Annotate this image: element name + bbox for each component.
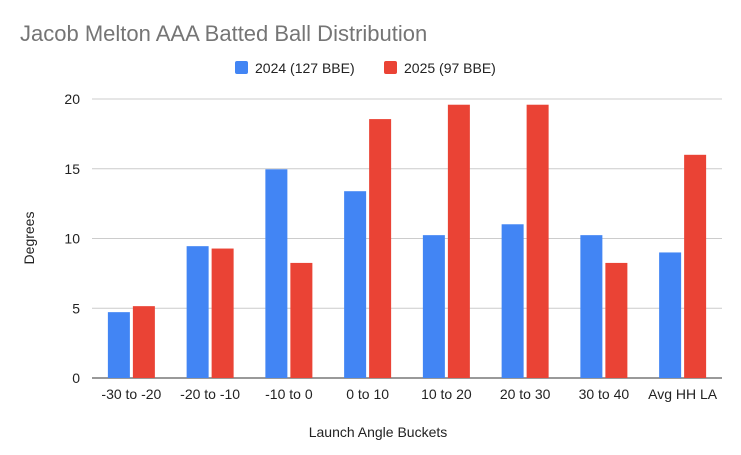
bar-2025 — [684, 154, 707, 378]
y-tick-label: 5 — [72, 300, 80, 316]
x-tick-label: 30 to 40 — [579, 386, 630, 402]
bar-2024 — [107, 312, 130, 378]
y-axis-label: Degrees — [21, 212, 37, 265]
y-tick-label: 15 — [64, 161, 80, 177]
bar-2024 — [186, 246, 209, 378]
bar-2024 — [659, 252, 682, 378]
y-tick-label: 0 — [72, 370, 80, 386]
x-tick-label: -20 to -10 — [180, 386, 240, 402]
x-axis-label: Launch Angle Buckets — [309, 424, 448, 440]
bar-2025 — [447, 104, 470, 379]
y-tick-label: 10 — [64, 231, 80, 247]
x-tick-label: 10 to 20 — [421, 386, 472, 402]
x-tick-label: -30 to -20 — [101, 386, 161, 402]
bar-2024 — [344, 191, 367, 378]
bar-2025 — [132, 306, 155, 378]
bar-2024 — [422, 235, 445, 378]
chart-title: Jacob Melton AAA Batted Ball Distributio… — [20, 21, 427, 46]
legend-label: 2025 (97 BBE) — [404, 60, 496, 76]
bar-2024 — [265, 169, 288, 378]
legend: 2024 (127 BBE) 2025 (97 BBE) — [235, 60, 496, 76]
x-tick-label: 20 to 30 — [500, 386, 551, 402]
bar-2025 — [605, 262, 628, 378]
bar-2025 — [369, 119, 392, 378]
legend-swatch — [384, 61, 397, 74]
legend-label: 2024 (127 BBE) — [255, 60, 355, 76]
bar-2025 — [526, 104, 549, 379]
x-tick-label: -10 to 0 — [265, 386, 313, 402]
y-tick-label: 20 — [64, 91, 80, 107]
bar-2025 — [211, 248, 234, 378]
bar-2024 — [580, 235, 603, 378]
legend-swatch — [235, 61, 248, 74]
bar-2025 — [290, 262, 313, 378]
x-tick-label: 0 to 10 — [346, 386, 389, 402]
bar-2024 — [501, 224, 524, 378]
x-tick-label: Avg HH LA — [648, 386, 718, 402]
